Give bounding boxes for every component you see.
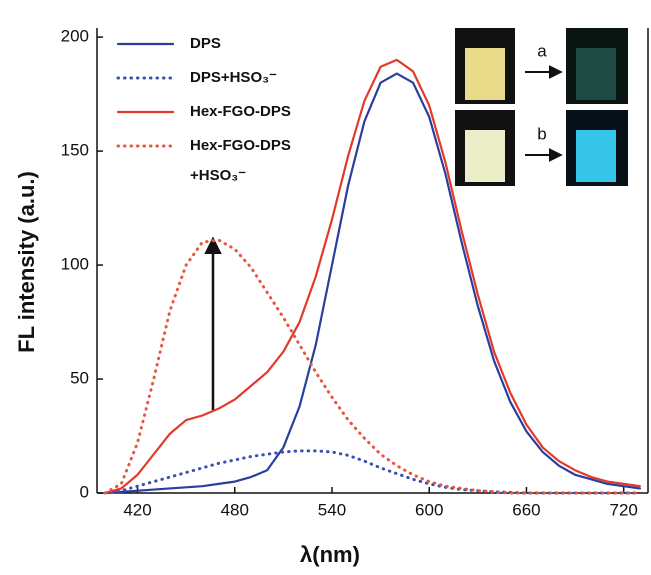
x-tick-label: 660 [512, 500, 540, 519]
y-tick-label: 100 [61, 255, 89, 274]
inset-vial [576, 130, 616, 182]
y-tick-label: 0 [80, 482, 89, 501]
y-axis-title: FL intensity (a.u.) [14, 171, 39, 353]
x-tick-label: 600 [415, 500, 443, 519]
series-line [103, 238, 642, 495]
y-tick-label: 50 [70, 369, 89, 388]
legend-label: Hex-FGO-DPS +HSO₃⁻ [190, 137, 291, 184]
x-tick-label: 480 [221, 500, 249, 519]
y-tick-label: 150 [61, 141, 89, 160]
inset-vial [576, 48, 616, 100]
inset-photos: a b [455, 28, 628, 186]
inset-vial [465, 130, 505, 182]
series-line [104, 72, 641, 495]
legend-label: Hex-FGO-DPS [190, 103, 291, 120]
x-tick-label: 420 [123, 500, 151, 519]
y-tick-label: 200 [61, 27, 89, 46]
legend-label: DPS [190, 35, 221, 52]
x-axis-title: λ(nm) [300, 542, 360, 567]
inset-label: a [537, 41, 547, 60]
x-tick-label: 540 [318, 500, 346, 519]
legend-label: DPS+HSO₃⁻ [190, 69, 277, 86]
x-tick-label: 720 [610, 500, 638, 519]
series-line [104, 58, 641, 495]
inset-vial [465, 48, 505, 100]
inset-label: b [537, 124, 546, 143]
